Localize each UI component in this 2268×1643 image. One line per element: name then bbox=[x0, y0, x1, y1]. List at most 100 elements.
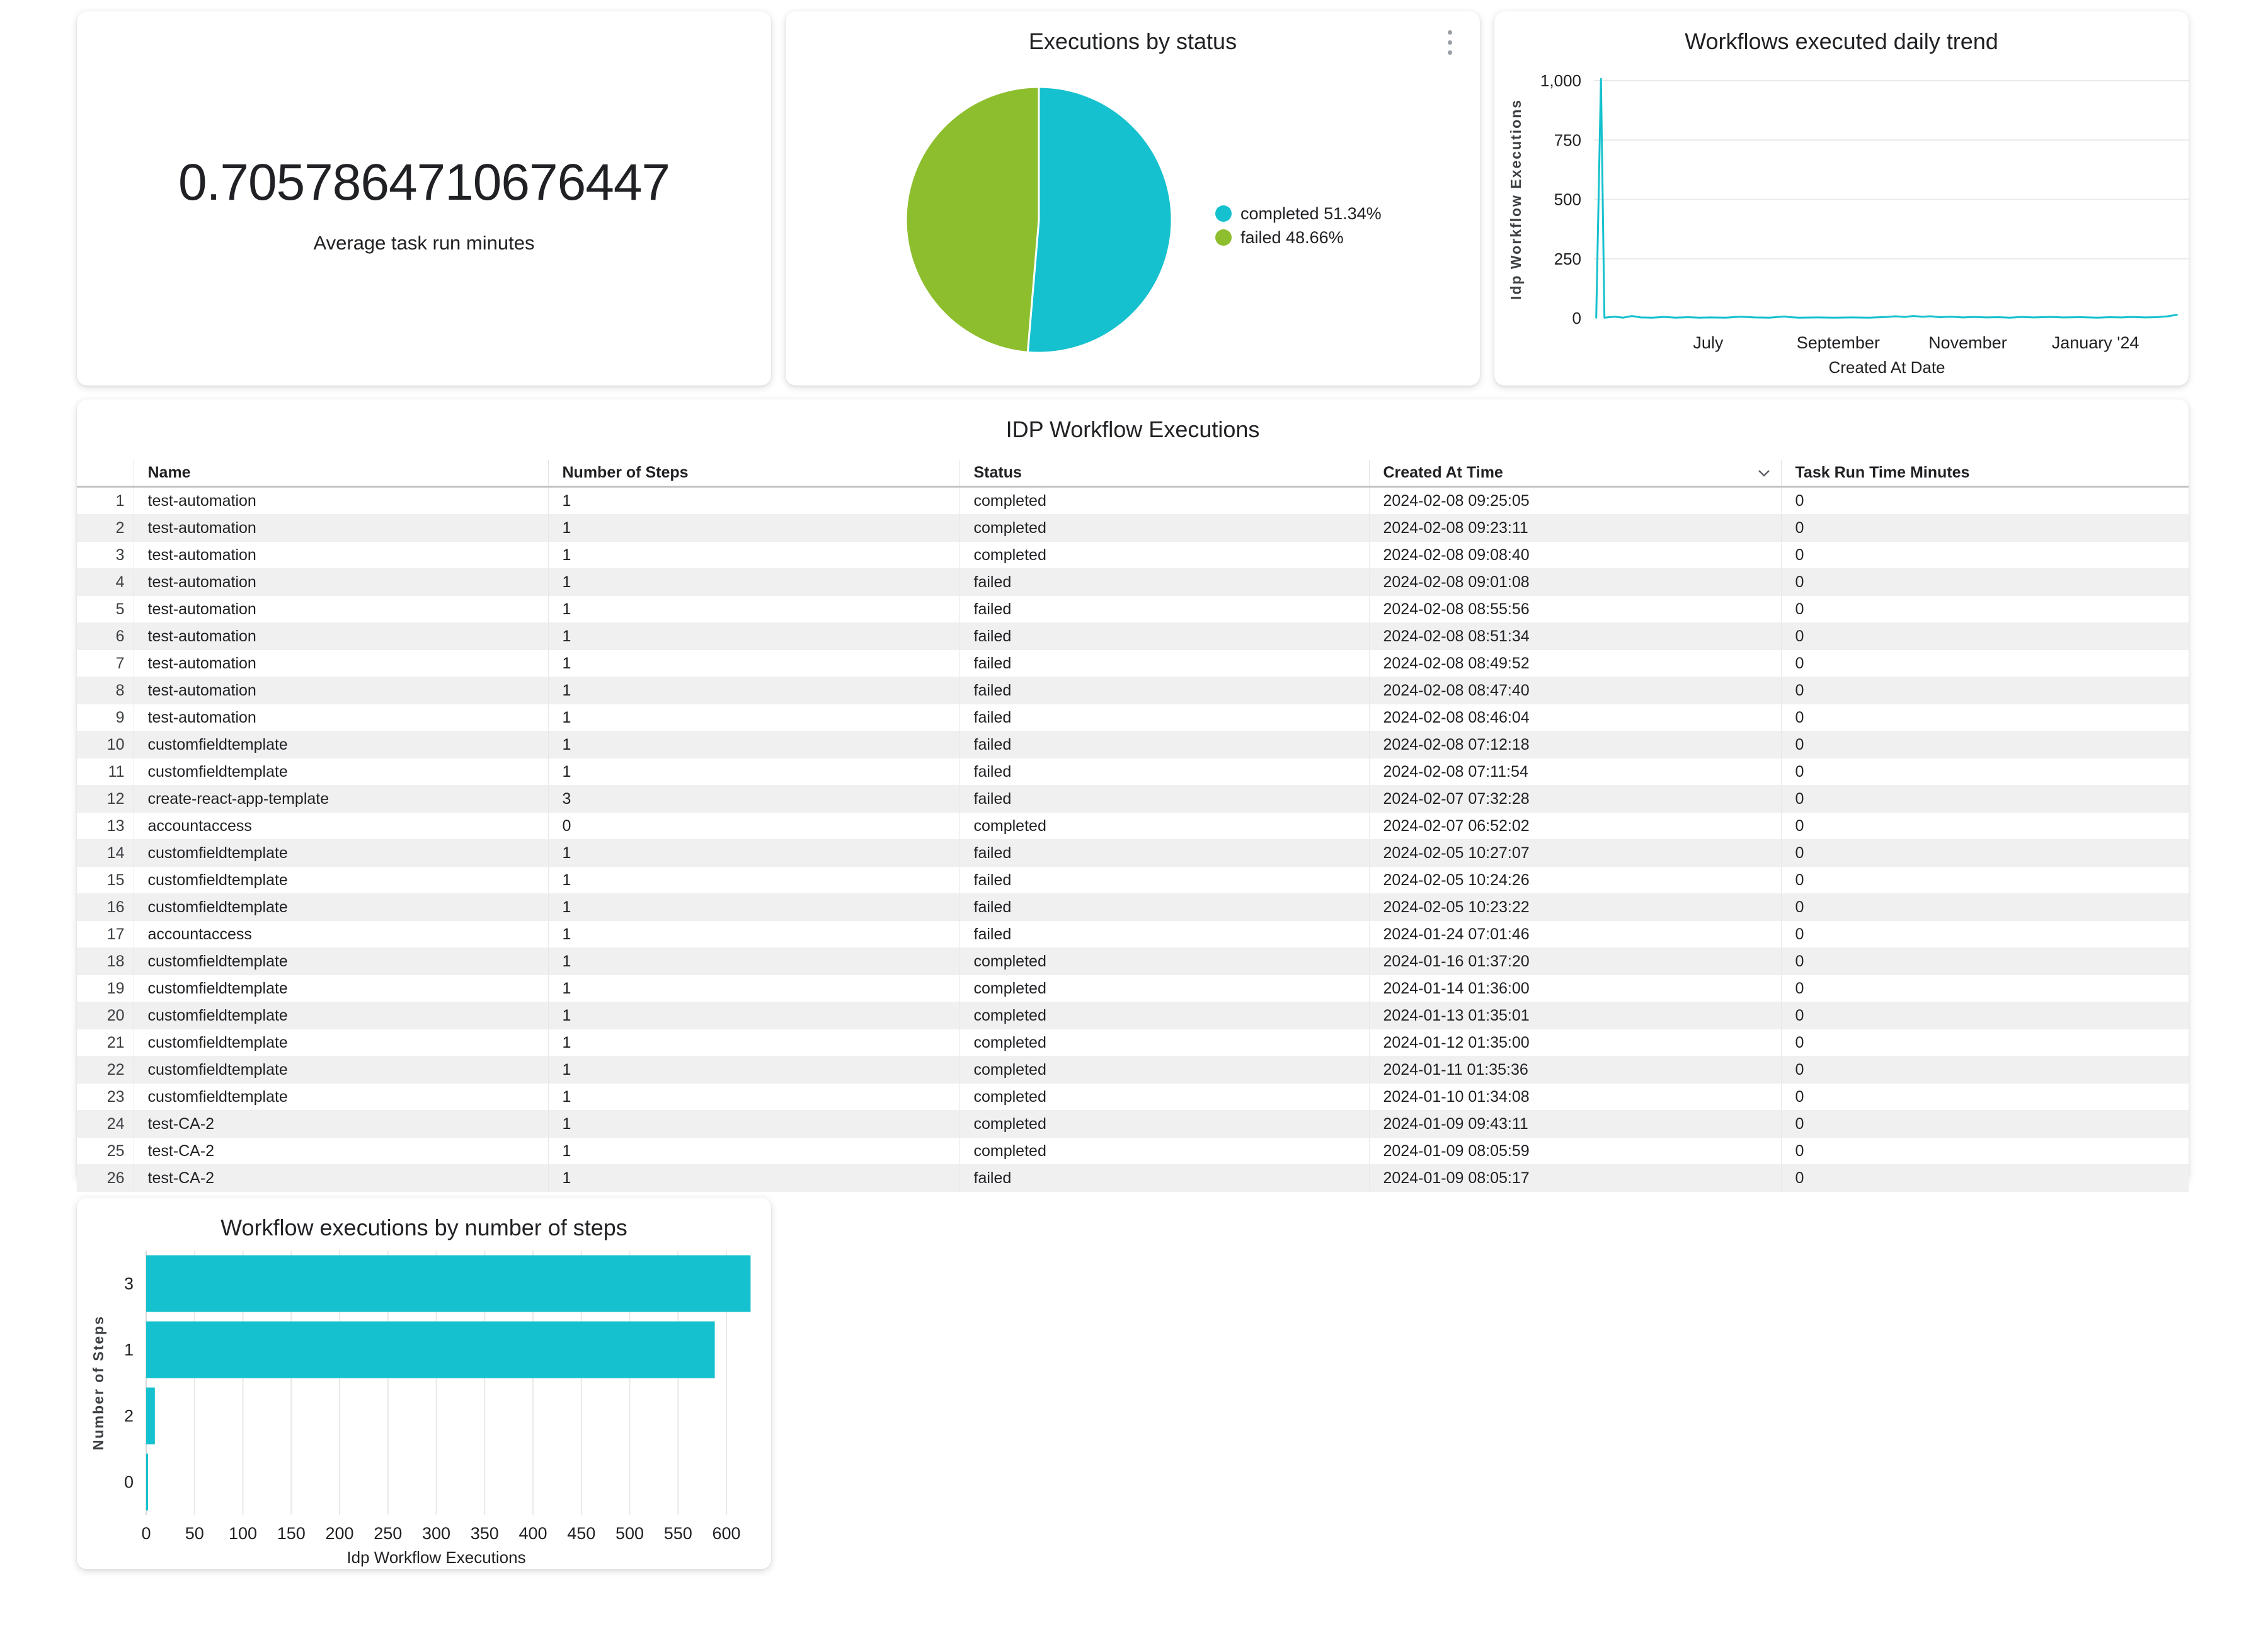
table-row[interactable]: 10 customfieldtemplate 1 failed 2024-02-08 0… bbox=[77, 731, 2189, 759]
table-row[interactable]: 21 customfieldtemplate 1 completed 2024-01-1… bbox=[77, 1029, 2189, 1056]
pie-slice-failed[interactable] bbox=[905, 86, 1040, 353]
legend-item[interactable]: completed 51.34% bbox=[1215, 204, 1382, 223]
column-header-task-run-time-minutes[interactable]: Task Run Time Minutes bbox=[1780, 460, 2189, 488]
cell-name: customfieldtemplate bbox=[133, 893, 548, 921]
table-row[interactable]: 20 customfieldtemplate 1 completed 2024-01-1… bbox=[77, 1002, 2189, 1029]
cell-task-run-time-minutes: 0 bbox=[1780, 1083, 2189, 1111]
bar-chart[interactable]: 0 50 100 150 200 250 300 350 400 450 500 550 600 3 1 2 0… bbox=[77, 1198, 771, 1569]
cell-name: accountaccess bbox=[133, 920, 548, 948]
cell-name: customfieldtemplate bbox=[133, 866, 548, 894]
cell-name: customfieldtemplate bbox=[133, 1056, 548, 1084]
table-row[interactable]: 2 test-automation 1 completed 2024-02-08 09:… bbox=[77, 514, 2189, 542]
cell-task-run-time-minutes: 0 bbox=[1780, 975, 2189, 1002]
table-row[interactable]: 22 customfieldtemplate 1 completed 2024-01-1… bbox=[77, 1056, 2189, 1084]
kpi-label: Average task run minutes bbox=[313, 232, 535, 254]
column-header-created-at-time[interactable]: Created At Time bbox=[1368, 460, 1781, 488]
bar-steps-2[interactable] bbox=[146, 1387, 155, 1445]
cell-status: completed bbox=[959, 486, 1369, 515]
cell-created-at-time: 2024-02-05 10:27:07 bbox=[1368, 839, 1781, 867]
bar-steps-1[interactable] bbox=[146, 1321, 715, 1378]
x-axis-tick-label: 50 bbox=[185, 1524, 204, 1543]
x-axis-tick-label: November bbox=[1928, 333, 2007, 352]
cell-created-at-time: 2024-02-08 09:08:40 bbox=[1368, 541, 1781, 569]
cell-created-at-time: 2024-02-08 07:12:18 bbox=[1368, 731, 1781, 759]
column-header-name[interactable]: Name bbox=[133, 460, 548, 488]
cell-task-run-time-minutes: 0 bbox=[1780, 1029, 2189, 1056]
bar-chart-title: Workflow executions by number of steps bbox=[220, 1215, 627, 1240]
table-row[interactable]: 4 test-automation 1 failed 2024-02-08 09:01:… bbox=[77, 568, 2189, 596]
cell-task-run-time-minutes: 0 bbox=[1780, 947, 2189, 975]
table-row[interactable]: 19 customfieldtemplate 1 completed 2024-01-1… bbox=[77, 975, 2189, 1002]
cell-number-of-steps: 1 bbox=[547, 758, 959, 786]
cell-task-run-time-minutes: 0 bbox=[1780, 650, 2189, 677]
cell-task-run-time-minutes: 0 bbox=[1780, 1002, 2189, 1029]
table-row[interactable]: 16 customfieldtemplate 1 failed 2024-02-05 1… bbox=[77, 893, 2189, 921]
cell-created-at-time: 2024-02-08 09:23:11 bbox=[1368, 514, 1781, 542]
kebab-menu-icon[interactable] bbox=[1445, 28, 1455, 57]
cell-number-of-steps: 1 bbox=[547, 731, 959, 759]
table-row[interactable]: 9 test-automation 1 failed 2024-02-08 08:46:… bbox=[77, 704, 2189, 731]
cell-name: customfieldtemplate bbox=[133, 1029, 548, 1056]
x-axis-tick-label: July bbox=[1693, 333, 1724, 352]
executions-table: Name Number of Steps Status Created At Time… bbox=[77, 460, 2189, 1192]
cell-name: test-automation bbox=[133, 595, 548, 623]
table-row[interactable]: 5 test-automation 1 failed 2024-02-08 08:55:… bbox=[77, 595, 2189, 623]
bar-steps-3[interactable] bbox=[146, 1255, 751, 1312]
x-axis-tick-label: 250 bbox=[374, 1524, 402, 1543]
cell-status: completed bbox=[959, 1056, 1369, 1084]
cell-number-of-steps: 1 bbox=[547, 839, 959, 867]
table-row[interactable]: 6 test-automation 1 failed 2024-02-08 08:51:… bbox=[77, 622, 2189, 650]
sort-descending-chevron-icon[interactable] bbox=[1757, 469, 1771, 478]
cell-name: test-CA-2 bbox=[133, 1137, 548, 1165]
table-row[interactable]: 25 test-CA-2 1 completed 2024-01-09 08:05:59… bbox=[77, 1137, 2189, 1165]
cell-number-of-steps: 1 bbox=[547, 704, 959, 731]
table-row[interactable]: 12 create-react-app-template 3 failed 2024-0… bbox=[77, 785, 2189, 813]
table-row[interactable]: 13 accountaccess 0 completed 2024-02-07 06:5… bbox=[77, 812, 2189, 840]
cell-status: failed bbox=[959, 622, 1369, 650]
legend-item[interactable]: failed 48.66% bbox=[1215, 228, 1382, 247]
column-header-number-of-steps[interactable]: Number of Steps bbox=[547, 460, 959, 488]
cell-status: failed bbox=[959, 704, 1369, 731]
line-chart[interactable]: 0 250 500 750 1,000 July September November Janu… bbox=[1494, 11, 2189, 386]
table-row[interactable]: 8 test-automation 1 failed 2024-02-08 08:47:… bbox=[77, 677, 2189, 704]
cell-status: completed bbox=[959, 1110, 1369, 1138]
table-row[interactable]: 26 test-CA-2 1 failed 2024-01-09 08:05:17 0 bbox=[77, 1164, 2189, 1192]
table-row[interactable]: 11 customfieldtemplate 1 failed 2024-02-08 0… bbox=[77, 758, 2189, 786]
table-row[interactable]: 15 customfieldtemplate 1 failed 2024-02-05 1… bbox=[77, 866, 2189, 894]
x-axis-tick-label: January '24 bbox=[2052, 333, 2139, 352]
table-row[interactable]: 17 accountaccess 1 failed 2024-01-24 07:01:4… bbox=[77, 920, 2189, 948]
table-row[interactable]: 1 test-automation 1 completed 2024-02-08 09:… bbox=[77, 486, 2189, 515]
cell-number-of-steps: 3 bbox=[547, 785, 959, 813]
y-axis-tick-label: 250 bbox=[1554, 249, 1581, 268]
pie-slice-completed[interactable] bbox=[1026, 86, 1173, 354]
table-row[interactable]: 7 test-automation 1 failed 2024-02-08 08:49:… bbox=[77, 650, 2189, 677]
trend-line-series bbox=[1595, 77, 2178, 319]
row-number-column-header bbox=[77, 460, 134, 488]
x-axis-title: Idp Workflow Executions bbox=[346, 1548, 525, 1567]
row-index: 1 bbox=[77, 486, 134, 515]
column-header-status[interactable]: Status bbox=[959, 460, 1369, 488]
bar-steps-0[interactable] bbox=[146, 1453, 149, 1511]
cell-name: test-automation bbox=[133, 541, 548, 569]
row-index: 10 bbox=[77, 731, 134, 759]
table-row[interactable]: 14 customfieldtemplate 1 failed 2024-02-05 1… bbox=[77, 839, 2189, 867]
row-index: 6 bbox=[77, 622, 134, 650]
cell-created-at-time: 2024-02-07 06:52:02 bbox=[1368, 812, 1781, 840]
table-row[interactable]: 18 customfieldtemplate 1 completed 2024-01-1… bbox=[77, 947, 2189, 975]
cell-number-of-steps: 1 bbox=[547, 595, 959, 623]
cell-number-of-steps: 1 bbox=[547, 541, 959, 569]
cell-task-run-time-minutes: 0 bbox=[1780, 785, 2189, 813]
cell-number-of-steps: 1 bbox=[547, 1056, 959, 1084]
executions-by-steps-card: Workflow executions by number of steps 0… bbox=[77, 1198, 771, 1569]
row-index: 16 bbox=[77, 893, 134, 921]
cell-number-of-steps: 1 bbox=[547, 650, 959, 677]
pie-chart[interactable] bbox=[786, 11, 1480, 386]
table-row[interactable]: 23 customfieldtemplate 1 completed 2024-01-1… bbox=[77, 1083, 2189, 1111]
table-row[interactable]: 24 test-CA-2 1 completed 2024-01-09 09:43:11… bbox=[77, 1110, 2189, 1138]
cell-task-run-time-minutes: 0 bbox=[1780, 866, 2189, 894]
x-axis-tick-label: 400 bbox=[518, 1524, 547, 1543]
column-header-label: Created At Time bbox=[1383, 464, 1503, 481]
cell-status: failed bbox=[959, 920, 1369, 948]
table-row[interactable]: 3 test-automation 1 completed 2024-02-08 09:… bbox=[77, 541, 2189, 569]
cell-task-run-time-minutes: 0 bbox=[1780, 758, 2189, 786]
